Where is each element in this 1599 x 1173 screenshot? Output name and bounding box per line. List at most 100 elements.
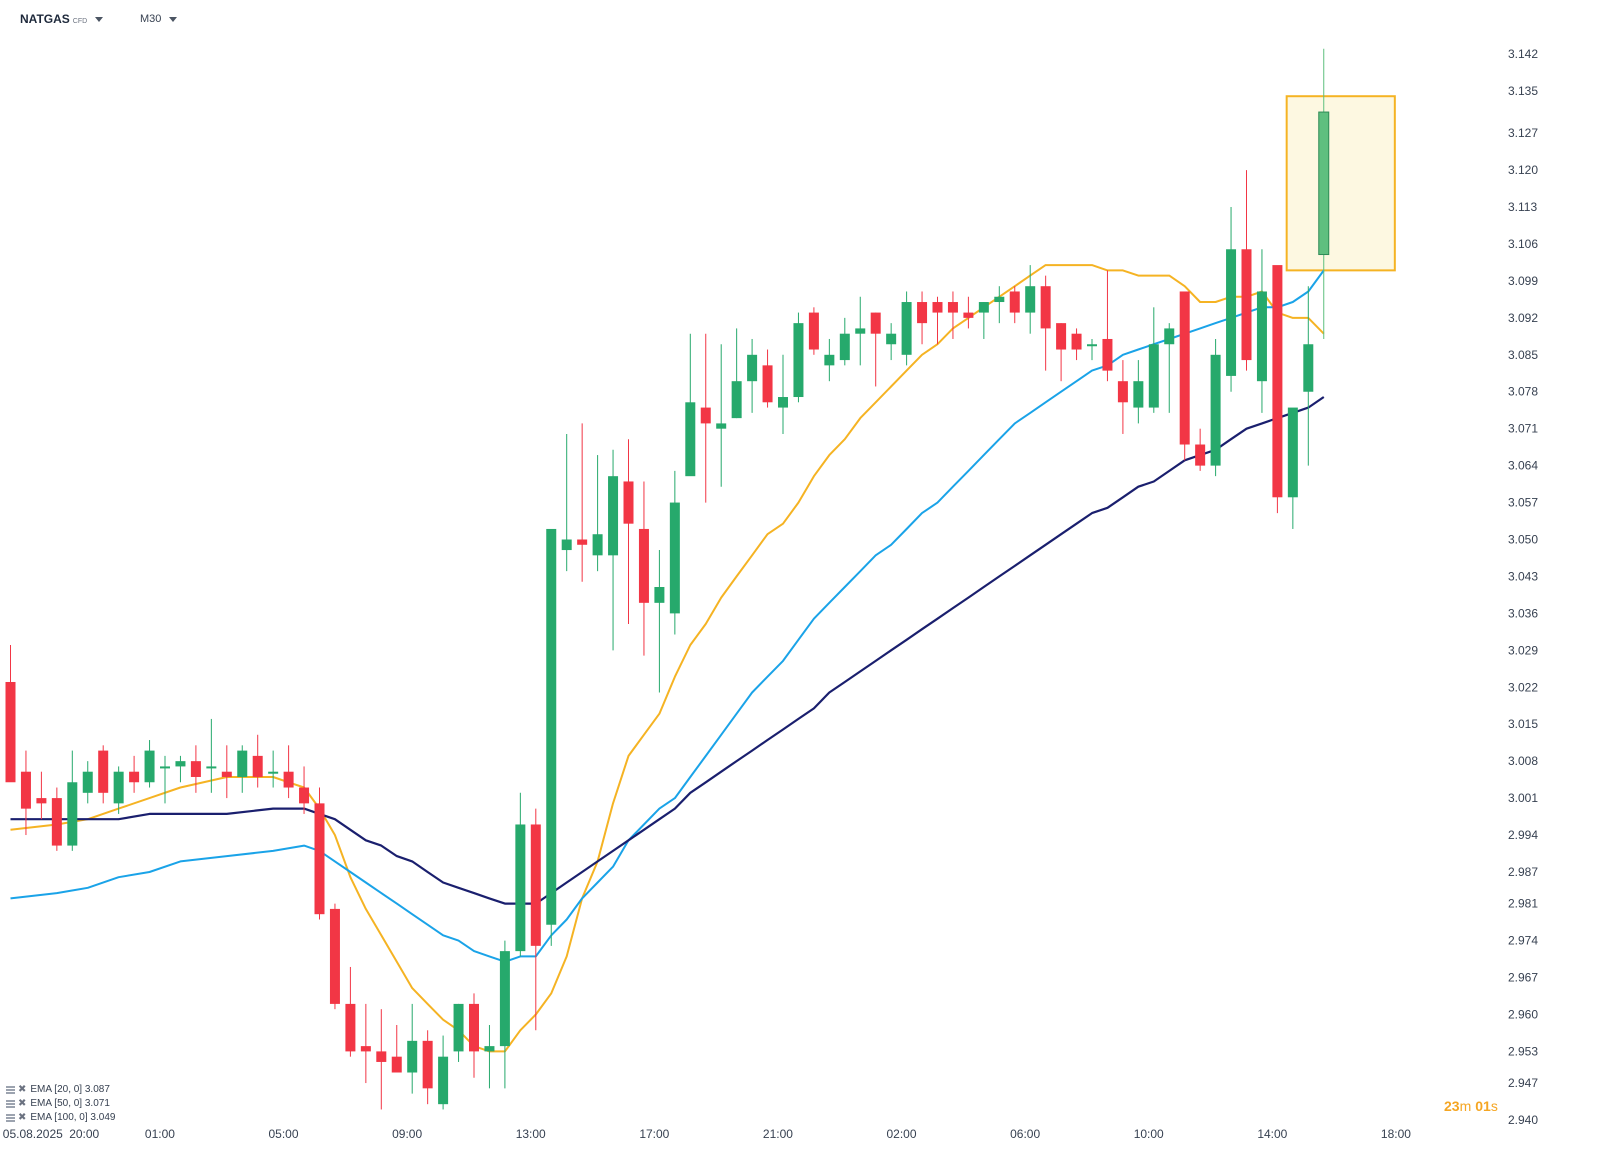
candle	[1164, 323, 1175, 413]
candle	[700, 333, 711, 503]
candle-body	[886, 333, 897, 345]
symbol-name: NATGAS	[20, 12, 70, 26]
candle	[252, 734, 263, 788]
close-icon[interactable]: ✖	[18, 1112, 27, 1123]
candle	[716, 344, 727, 487]
candle-body	[1117, 381, 1128, 403]
candle	[669, 470, 680, 635]
candle	[36, 771, 47, 820]
candle	[515, 792, 526, 957]
highlight-layer	[1285, 95, 1396, 272]
chart-toolbar: NATGAS CFD M30	[0, 0, 1599, 36]
candle-body	[438, 1056, 449, 1105]
candle-body	[1318, 111, 1330, 256]
countdown-minutes-unit: m	[1459, 1098, 1472, 1114]
candle	[391, 1025, 402, 1073]
candle-body	[917, 302, 928, 324]
candle-body	[515, 824, 526, 952]
candle-body	[67, 782, 78, 846]
candle-body	[1133, 381, 1144, 408]
candle	[1179, 291, 1190, 461]
candle	[5, 645, 16, 783]
candle	[747, 338, 758, 413]
candle-body	[484, 1046, 495, 1052]
candle-body	[793, 323, 804, 398]
candle	[206, 718, 217, 793]
time-axis: 05.08.2025 20:00 01:00 05:00 09:00 13:00 17:00…	[3, 1127, 1411, 1141]
candle-body	[422, 1040, 433, 1089]
candle	[592, 455, 603, 572]
candle	[190, 745, 201, 793]
price-tick-label: 3.043	[1508, 569, 1538, 583]
candle	[808, 307, 819, 355]
indicator-legend: ✖ EMA [20, 0] 3.087 ✖ EMA [50, 0] 3.071 ✖ EMA…	[6, 1083, 115, 1125]
candle-body	[592, 534, 603, 556]
candle-body	[1303, 344, 1314, 392]
candle	[299, 766, 310, 814]
candle-body	[1056, 323, 1067, 350]
candle	[1087, 338, 1097, 361]
countdown-seconds-unit: s	[1490, 1098, 1498, 1114]
candle-body	[1040, 286, 1051, 329]
price-tick-label: 3.015	[1508, 717, 1538, 731]
candle-body	[1256, 291, 1267, 382]
candle-body	[1148, 344, 1159, 408]
time-tick-label: 18:00	[1381, 1127, 1411, 1141]
candle-body	[345, 1003, 356, 1052]
candle	[144, 740, 155, 788]
price-tick-label: 3.022	[1508, 680, 1538, 694]
candle	[268, 750, 279, 788]
price-tick-label: 3.142	[1508, 47, 1538, 61]
candle-body	[206, 766, 217, 769]
price-tick-label: 3.135	[1508, 84, 1538, 98]
candle-body	[376, 1051, 387, 1062]
candle-body	[762, 365, 773, 403]
candle-body	[994, 296, 1005, 303]
candle	[237, 745, 248, 793]
highlight-box	[1285, 95, 1396, 272]
candle-body	[1071, 333, 1082, 350]
candles	[5, 48, 1330, 1110]
candle-body	[1241, 249, 1252, 361]
countdown-seconds: 01	[1475, 1098, 1491, 1114]
candle	[1256, 249, 1267, 413]
close-icon[interactable]: ✖	[18, 1098, 27, 1109]
candle	[886, 323, 897, 361]
time-tick-label: 20:00	[69, 1127, 99, 1141]
settings-icon[interactable]	[6, 1114, 15, 1122]
symbol-selector[interactable]: NATGAS CFD	[20, 12, 104, 26]
candle	[314, 787, 325, 920]
candle	[1195, 428, 1206, 471]
price-tick-label: 2.974	[1508, 934, 1538, 948]
candle-body	[36, 798, 47, 804]
candle	[1287, 407, 1298, 529]
candle	[978, 302, 989, 339]
candle	[1272, 265, 1283, 514]
candle-body	[1009, 291, 1020, 313]
candle-body	[299, 787, 310, 804]
candle	[824, 338, 835, 382]
ema-lines	[10, 264, 1325, 1053]
candle-body	[901, 302, 912, 355]
candle-body	[314, 803, 325, 915]
timeframe-selector[interactable]: M30	[140, 13, 178, 25]
price-tick-label: 2.947	[1508, 1076, 1538, 1090]
candle-body	[499, 951, 510, 1047]
candle-body	[870, 312, 881, 334]
price-tick-label: 3.036	[1508, 606, 1538, 620]
candle	[994, 286, 1005, 324]
candle-body	[360, 1046, 371, 1052]
symbol-type: CFD	[72, 18, 88, 25]
candle	[546, 528, 557, 946]
price-tick-label: 2.960	[1508, 1007, 1538, 1021]
candle-body	[638, 528, 649, 603]
close-icon[interactable]: ✖	[18, 1084, 27, 1095]
settings-icon[interactable]	[6, 1086, 15, 1094]
candle	[1210, 338, 1221, 477]
settings-icon[interactable]	[6, 1100, 15, 1108]
price-tick-label: 2.987	[1508, 865, 1538, 879]
time-tick-label: 06:00	[1010, 1127, 1040, 1141]
price-tick-label: 3.099	[1508, 274, 1538, 288]
candle	[932, 296, 943, 345]
